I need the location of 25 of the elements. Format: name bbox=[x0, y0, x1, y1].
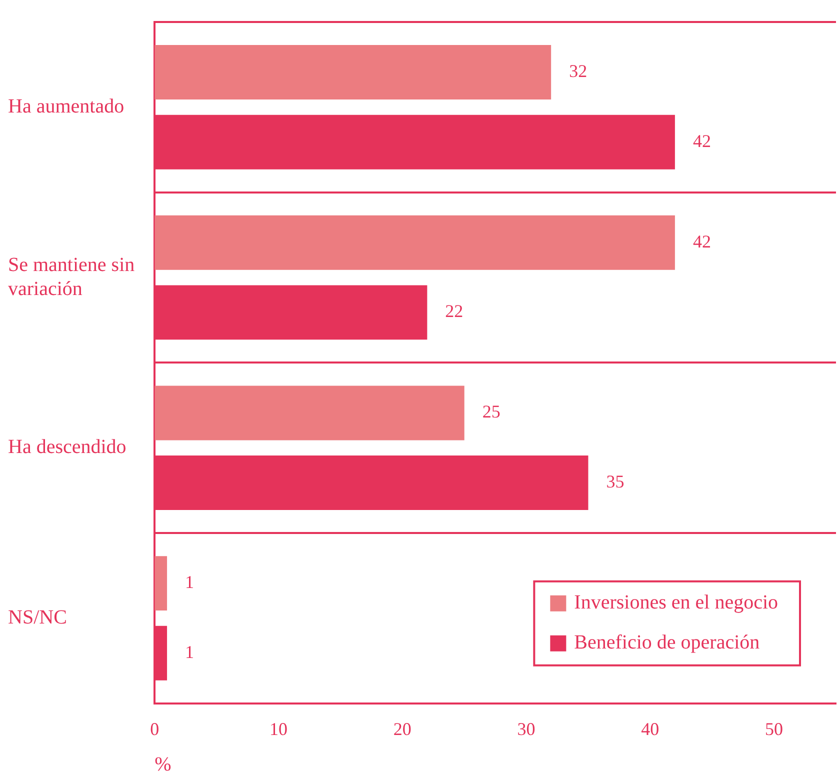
legend-label: Beneficio de operación bbox=[574, 632, 760, 654]
legend-label: Inversiones en el negocio bbox=[574, 592, 778, 614]
bar bbox=[154, 386, 464, 440]
data-label: 35 bbox=[606, 472, 624, 492]
data-label: 1 bbox=[185, 642, 194, 662]
data-label: 1 bbox=[185, 572, 194, 592]
data-label: 22 bbox=[445, 301, 464, 322]
y-tick-label: Ha descendido bbox=[8, 436, 126, 458]
x-tick-label: 40 bbox=[641, 718, 660, 739]
x-tick-label: 50 bbox=[765, 718, 784, 739]
x-tick-label: 0 bbox=[150, 718, 160, 739]
x-tick-label: 30 bbox=[517, 718, 536, 739]
bar bbox=[154, 45, 552, 100]
data-label: 25 bbox=[482, 402, 500, 422]
y-tick-label: NS/NC bbox=[8, 606, 67, 628]
x-tick-label: 20 bbox=[393, 718, 412, 739]
y-tick-label: Se mantiene sin variación bbox=[8, 254, 135, 300]
bar bbox=[154, 556, 168, 611]
x-tick-label: 10 bbox=[270, 718, 288, 739]
x-axis-title: % bbox=[154, 753, 172, 776]
bar bbox=[154, 215, 675, 270]
data-label: 32 bbox=[569, 60, 588, 81]
data-label: 42 bbox=[692, 231, 711, 252]
y-tick-label: Ha aumentado bbox=[8, 95, 124, 118]
data-label: 42 bbox=[692, 130, 711, 151]
